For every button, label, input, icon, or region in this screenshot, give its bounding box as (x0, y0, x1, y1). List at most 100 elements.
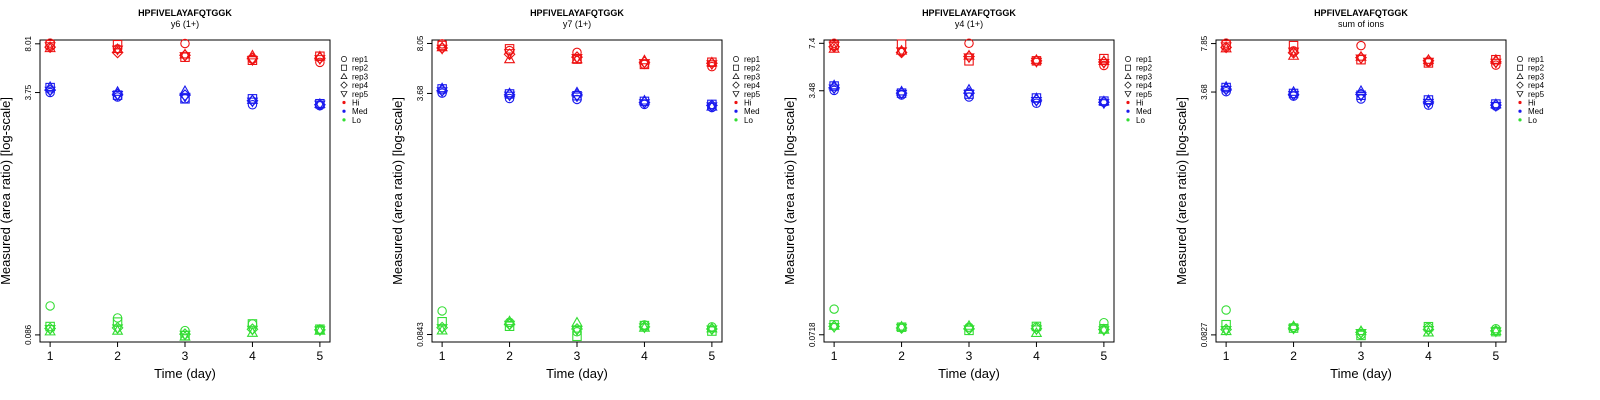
data-point-med-rep3 (314, 97, 326, 108)
x-tick-label: 4 (641, 349, 648, 363)
legend-dot-med (342, 109, 346, 113)
legend-symbol-rep4 (340, 81, 348, 89)
data-point-hi-rep5 (1098, 58, 1110, 70)
y-tick-label: 3.68 (416, 85, 425, 101)
data-point-lo-rep3 (1490, 325, 1502, 336)
legend-symbol-rep2 (1125, 64, 1131, 71)
chart-title: HPFIVELAYAFQTGGK (922, 8, 1016, 18)
data-point-hi-rep1 (180, 38, 190, 49)
legend-dot-lo (734, 118, 738, 122)
legend-label: Lo (1136, 116, 1145, 125)
data-point-med-rep5 (1287, 91, 1300, 102)
x-tick-label: 4 (1425, 349, 1432, 363)
data-point-med-rep5 (571, 92, 583, 103)
y-axis-label: Measured (area ratio) [log-scale] (782, 97, 797, 285)
chart-title: HPFIVELAYAFQTGGK (138, 8, 232, 18)
legend-symbol-rep4 (1516, 81, 1524, 89)
legend-label: Hi (1136, 99, 1144, 108)
data-point-med-rep5 (1098, 99, 1110, 110)
y-axis-label: Measured (area ratio) [log-scale] (390, 97, 405, 285)
y-tick-label: 0.086 (24, 324, 33, 345)
data-point-med-rep1 (1031, 98, 1042, 109)
legend-label: rep4 (1528, 81, 1545, 90)
data-point-hi-rep3 (179, 48, 191, 59)
data-point-lo-rep1 (829, 304, 839, 314)
data-point-lo-rep5 (1220, 326, 1232, 337)
data-point-lo-rep5 (1490, 327, 1502, 338)
x-tick-label: 4 (1033, 349, 1040, 363)
legend-label: rep3 (1136, 72, 1153, 81)
data-point-med-rep5 (436, 87, 448, 98)
legend-symbol-rep3 (1516, 72, 1524, 79)
legend-symbol-rep5 (1516, 91, 1524, 98)
data-point-hi-rep5 (571, 53, 583, 65)
data-point-lo-rep5 (1355, 328, 1367, 340)
data-point-hi-rep5 (1030, 57, 1043, 68)
data-point-hi-rep3 (1355, 50, 1367, 61)
x-tick-label: 2 (114, 349, 121, 363)
data-point-lo-rep5 (179, 330, 191, 341)
data-point-hi-rep5 (314, 55, 326, 66)
data-point-med-rep5 (1355, 92, 1367, 103)
x-tick-label: 5 (1101, 349, 1108, 363)
x-axis-label: Time (day) (546, 366, 608, 381)
data-point-med-rep3 (1490, 98, 1502, 109)
data-point-med-rep3 (1098, 95, 1110, 106)
data-point-med-rep5 (314, 100, 326, 111)
legend-label: Hi (352, 99, 360, 108)
legend-label: rep5 (744, 90, 761, 99)
legend-symbol-rep3 (1124, 72, 1132, 79)
chart-panel-2: HPFIVELAYAFQTGGK y7 (1+) 1 2 3 4 5 Time (day) 0.… (390, 0, 784, 400)
chart-subtitle: y4 (1+) (955, 19, 983, 29)
legend-symbol-rep3 (340, 72, 348, 79)
x-tick-label: 5 (1493, 349, 1500, 363)
data-point-med-rep5 (1422, 98, 1435, 109)
data-point-hi-rep5 (1287, 47, 1300, 58)
data-point-hi-rep5 (436, 44, 448, 55)
chart-title: HPFIVELAYAFQTGGK (1314, 8, 1408, 18)
y-tick-label: 3.48 (808, 82, 817, 98)
y-axis-label: Measured (area ratio) [log-scale] (0, 97, 13, 285)
data-point-hi-rep2 (964, 56, 974, 66)
data-point-lo-rep5 (503, 320, 516, 331)
legend-label: rep3 (1528, 72, 1545, 81)
legend-dot-hi (342, 100, 346, 105)
data-point-med-rep5 (1490, 102, 1502, 113)
data-point-hi-rep3 (1422, 53, 1435, 64)
data-point-hi-rep2 (1031, 56, 1042, 66)
data-point-lo-rep5 (571, 326, 583, 337)
data-point-med-rep5 (44, 86, 56, 97)
data-point-hi-rep3 (503, 53, 516, 64)
legend-label: rep3 (744, 72, 761, 81)
data-point-lo-rep3 (638, 321, 651, 332)
legend-symbol-rep5 (732, 91, 740, 98)
legend-dot-lo (1126, 118, 1130, 122)
legend-symbol-rep4 (1124, 81, 1132, 89)
legend-symbol-rep1 (341, 56, 347, 62)
data-point-hi-rep3 (963, 49, 975, 60)
data-point-lo-rep1 (180, 325, 190, 336)
legend-dot-lo (342, 118, 346, 122)
data-point-hi-rep3 (436, 41, 448, 52)
legend-dot-lo (1518, 118, 1522, 122)
data-point-med-rep1 (1423, 100, 1434, 110)
data-point-lo-rep1 (1221, 305, 1231, 315)
legend-symbol-rep3 (732, 72, 740, 79)
data-point-med-rep5 (503, 91, 516, 102)
legend-label: Hi (1528, 99, 1536, 108)
legend-symbol-rep5 (1124, 91, 1132, 98)
x-tick-label: 1 (47, 349, 54, 363)
legend-symbol-rep2 (733, 64, 739, 71)
legend-label: Med (1528, 107, 1544, 116)
legend-label: rep5 (1136, 90, 1153, 99)
data-point-med-rep5 (246, 97, 259, 108)
legend-dot-med (734, 109, 738, 113)
data-point-hi-rep5 (111, 45, 124, 56)
y-tick-label: 3.68 (1200, 84, 1209, 100)
data-point-hi-rep5 (44, 42, 56, 53)
legend-dot-med (1126, 109, 1130, 113)
data-point-med-rep5 (638, 99, 651, 110)
data-point-hi-rep5 (828, 41, 840, 52)
